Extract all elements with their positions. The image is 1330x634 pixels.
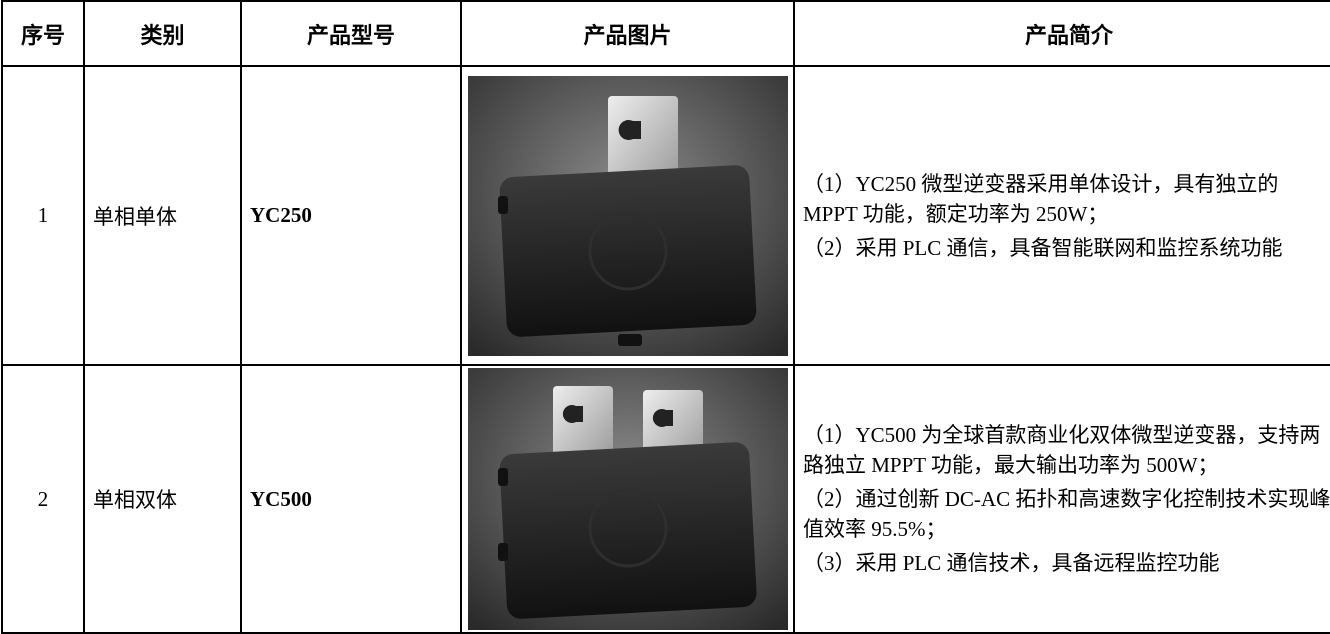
- header-cell: 产品型号: [240, 0, 462, 67]
- description-paragraph: （1）YC250 微型逆变器采用单体设计，具有独立的 MPPT 功能，额定功率为…: [803, 171, 1279, 226]
- description-paragraph: （2）采用 PLC 通信，具备智能联网和监控系统功能: [803, 235, 1283, 260]
- header-cell: 类别: [83, 0, 242, 67]
- description-paragraph: （2）通过创新 DC-AC 拓扑和高速数字化控制技术实现峰值效率 95.5%；: [803, 487, 1330, 541]
- image-cell: [460, 364, 795, 634]
- model-cell: YC500: [240, 364, 462, 634]
- header-cell: 产品简介: [793, 0, 1330, 67]
- product-image: [468, 75, 788, 356]
- header-row: 序号 类别 产品型号 产品图片 产品简介: [1, 0, 1330, 67]
- image-cell: [460, 65, 795, 366]
- description-paragraph: （3）采用 PLC 通信技术，具备远程监控功能: [803, 551, 1220, 575]
- row: 1 单相单体 YC250 （1）YC250 微型逆变器采用单体设计，具有独立的 …: [1, 65, 1330, 366]
- description-cell: （1）YC250 微型逆变器采用单体设计，具有独立的 MPPT 功能，额定功率为…: [793, 65, 1330, 366]
- no-cell: 1: [1, 65, 85, 366]
- header-cell: 产品图片: [460, 0, 795, 67]
- model-cell: YC250: [240, 65, 462, 366]
- category-cell: 单相双体: [83, 364, 242, 634]
- no-cell: 2: [1, 364, 85, 634]
- row: 2 单相双体 YC500 （1）YC500 为全球: [1, 364, 1330, 634]
- header-cell: 序号: [1, 0, 85, 67]
- product-image: [468, 368, 788, 630]
- category-cell: 单相单体: [83, 65, 242, 366]
- description-cell: （1）YC500 为全球首款商业化双体微型逆变器，支持两路独立 MPPT 功能，…: [793, 364, 1330, 634]
- description-paragraph: （1）YC500 为全球首款商业化双体微型逆变器，支持两路独立 MPPT 功能，…: [803, 423, 1321, 477]
